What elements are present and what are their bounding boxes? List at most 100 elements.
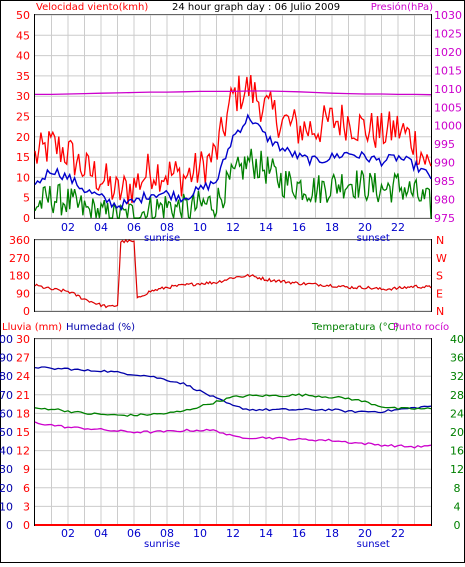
sunrise-label: sunrise	[144, 233, 180, 244]
pressure-axis-label: Presión(hPa)	[371, 1, 433, 13]
rain-tick-label: 9	[23, 463, 30, 476]
temperature-tick-label: 4	[454, 500, 461, 513]
direction-tick-label: 360	[9, 234, 30, 247]
direction-tick-label: 180	[9, 270, 30, 283]
temperature-tick-label: 24	[450, 407, 464, 420]
rain-axis-label: Lluvia (mm)	[2, 322, 62, 333]
compass-label: N	[436, 234, 444, 247]
pressure-tick-label: 1025	[434, 27, 462, 40]
wind-tick-label: 15	[16, 151, 30, 164]
sunset-label: sunset	[357, 233, 390, 244]
temperature-tick-label: 16	[450, 445, 464, 458]
rain-tick-label: 3	[23, 500, 30, 513]
compass-label: S	[436, 270, 443, 283]
x-tick-label: 16	[292, 527, 306, 540]
humidity-tick-label: 60	[0, 407, 13, 420]
x-tick-label: 18	[325, 527, 339, 540]
direction-tick-label: 0	[23, 305, 30, 318]
graph-title: 24 hour graph day : 06 Julio 2009	[172, 2, 340, 13]
wind-tick-label: 5	[23, 192, 30, 205]
pressure-tick-label: 1005	[434, 101, 462, 114]
temperature-tick-label: 12	[450, 463, 464, 476]
wind-minimum-line	[34, 148, 432, 220]
humidity-tick-label: 20	[0, 482, 13, 495]
rain-tick-label: 0	[23, 519, 30, 532]
humidity-axis-label: Humedad (%)	[66, 322, 135, 333]
wind-tick-label: 0	[23, 212, 30, 225]
dewpoint-line	[34, 421, 432, 449]
temperature-tick-label: 28	[450, 389, 464, 402]
wind-tick-label: 35	[16, 70, 30, 83]
rain-tick-label: 21	[16, 389, 30, 402]
rain-tick-label: 6	[23, 482, 30, 495]
x-tick-label: 22	[391, 527, 405, 540]
humidity-tick-label: 50	[0, 426, 13, 439]
compass-label: W	[436, 252, 447, 265]
sunrise-label: sunrise	[144, 539, 180, 550]
x-tick-label: 02	[61, 527, 75, 540]
humidity-tick-label: 100	[0, 333, 13, 346]
x-tick-label: 08	[160, 527, 174, 540]
wind-tick-label: 10	[16, 171, 30, 184]
pressure-tick-label: 990	[434, 157, 455, 170]
x-tick-label: 06	[127, 221, 141, 234]
wind-average-line	[34, 113, 432, 212]
compass-label: E	[436, 287, 443, 300]
dewpoint-axis-label: Punto rocío	[393, 321, 449, 333]
wind-axis-label: Velocidad viento(kmh)	[36, 2, 148, 13]
temperature-axis-label: Temperatura (°C)	[311, 322, 399, 333]
pressure-tick-label: 1020	[434, 46, 462, 59]
humidity-tick-label: 70	[0, 389, 13, 402]
sunset-label: sunset	[357, 539, 390, 550]
pressure-tick-label: 1010	[434, 83, 462, 96]
x-tick-label: 02	[61, 221, 75, 234]
rain-tick-label: 12	[16, 445, 30, 458]
rain-tick-label: 24	[16, 370, 30, 383]
x-tick-label: 08	[160, 221, 174, 234]
temperature-tick-label: 0	[454, 519, 461, 532]
humidity-tick-label: 0	[6, 519, 13, 532]
wind-gust-line	[34, 75, 432, 205]
x-tick-label: 18	[325, 221, 339, 234]
x-tick-label: 12	[226, 527, 240, 540]
pressure-tick-label: 1000	[434, 120, 462, 133]
pressure-tick-label: 1030	[434, 9, 462, 22]
rain-tick-label: 27	[16, 352, 30, 365]
x-tick-label: 10	[193, 221, 207, 234]
pressure-tick-label: 985	[434, 175, 455, 188]
x-tick-label: 06	[127, 527, 141, 540]
humidity-line	[34, 366, 432, 414]
direction-tick-label: 270	[9, 252, 30, 265]
x-tick-label: 14	[259, 221, 273, 234]
x-tick-label: 22	[391, 221, 405, 234]
humidity-tick-label: 40	[0, 445, 13, 458]
humidity-tick-label: 80	[0, 370, 13, 383]
x-tick-label: 20	[358, 221, 372, 234]
x-tick-label: 10	[193, 527, 207, 540]
rain-tick-label: 18	[16, 407, 30, 420]
data-series	[34, 75, 432, 526]
wind-direction-line	[34, 238, 432, 309]
x-tick-label: 12	[226, 221, 240, 234]
temperature-tick-label: 20	[450, 426, 464, 439]
x-tick-label: 04	[94, 527, 108, 540]
humidity-tick-label: 10	[0, 500, 13, 513]
humidity-tick-label: 30	[0, 463, 13, 476]
compass-label: N	[436, 305, 444, 318]
temperature-line	[34, 393, 432, 417]
direction-tick-label: 90	[16, 287, 30, 300]
rain-tick-label: 30	[16, 333, 30, 346]
wind-tick-label: 30	[16, 90, 30, 103]
wind-tick-label: 50	[16, 9, 30, 22]
x-tick-label: 14	[259, 527, 273, 540]
pressure-tick-label: 1015	[434, 64, 462, 77]
rain-tick-label: 15	[16, 426, 30, 439]
pressure-line	[35, 90, 432, 96]
x-tick-label: 16	[292, 221, 306, 234]
wind-tick-label: 20	[16, 131, 30, 144]
pressure-tick-label: 995	[434, 138, 455, 151]
temperature-tick-label: 36	[450, 352, 464, 365]
